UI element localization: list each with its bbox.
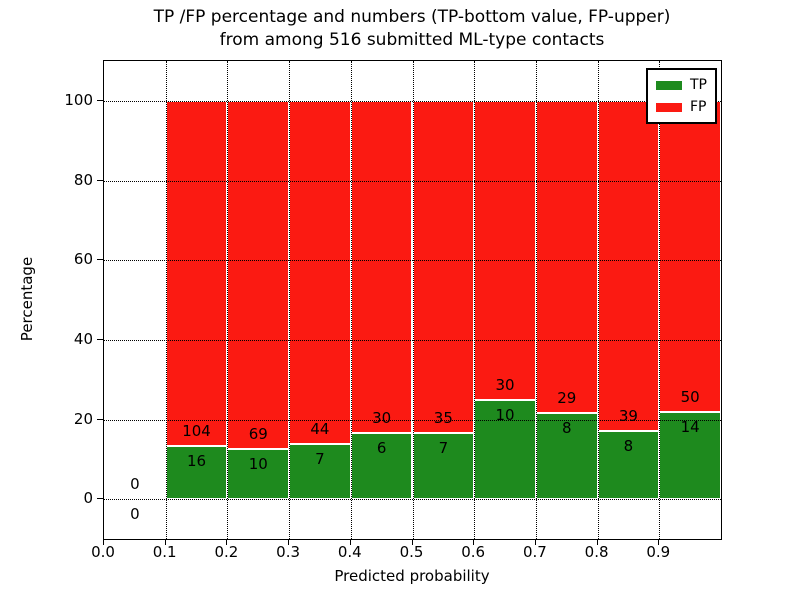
- v-gridline: [474, 61, 476, 539]
- v-gridline: [597, 61, 599, 539]
- x-tick-mark: [288, 539, 290, 545]
- y-tick-mark: [97, 259, 103, 261]
- bar-segment-fp: [227, 100, 290, 449]
- bar-segment-tp: [659, 412, 721, 500]
- fp-count-label: 29: [557, 389, 577, 408]
- x-tick-mark: [596, 539, 598, 545]
- bar-segment-tp: [165, 446, 228, 500]
- y-tick-mark: [97, 418, 103, 420]
- x-tick-label: 0.2: [214, 543, 239, 561]
- x-tick-label: 0.9: [646, 543, 671, 561]
- y-tick-mark: [97, 338, 103, 340]
- y-tick-label: 100: [64, 90, 93, 109]
- fp-count-label: 0: [130, 475, 140, 494]
- x-tick-mark: [349, 539, 351, 545]
- legend-row: TP: [648, 74, 715, 96]
- x-tick-label: 0.0: [91, 543, 115, 561]
- y-tick-mark: [97, 179, 103, 181]
- v-gridline: [165, 61, 167, 539]
- fp-count-label: 39: [618, 407, 638, 426]
- stacked-bar: [659, 100, 721, 500]
- fp-count-label: 50: [680, 388, 700, 407]
- stacked-bar: [474, 100, 536, 500]
- bar-segment-fp: [535, 100, 598, 414]
- stacked-bar: [165, 100, 228, 500]
- x-tick-mark: [473, 539, 475, 545]
- stacked-bar: [597, 100, 660, 500]
- bar-segment-fp: [659, 100, 721, 413]
- bar-segment-fp: [289, 100, 351, 445]
- v-gridline: [227, 61, 229, 539]
- x-tick-label: 0.7: [522, 543, 547, 561]
- chart-title: TP /FP percentage and numbers (TP-bottom…: [153, 7, 671, 27]
- x-tick-label: 0.6: [461, 543, 486, 561]
- tp-count-label: 14: [680, 418, 700, 437]
- legend-row: FP: [648, 96, 715, 118]
- y-tick-label: 20: [73, 409, 93, 428]
- tp-count-label: 6: [376, 438, 387, 457]
- v-gridline: [289, 61, 291, 539]
- y-tick-label: 80: [73, 170, 93, 189]
- legend: TP FP: [646, 68, 717, 124]
- stacked-bar: [535, 100, 598, 500]
- y-tick-mark: [97, 99, 103, 101]
- stacked-bar: [350, 100, 413, 500]
- bar-segment-fp: [165, 100, 228, 447]
- v-gridline: [535, 61, 537, 539]
- y-tick-label: 40: [73, 329, 93, 348]
- bar-segment-fp: [597, 100, 660, 432]
- tp-count-label: 7: [315, 450, 325, 469]
- plot-area: TP FP 0 0 104 16 69 10 44 7 30 6 35 7 30 10 29 8 39 8 50 14: [103, 60, 722, 540]
- x-tick-mark: [411, 539, 413, 545]
- v-gridline: [350, 61, 352, 539]
- tp-count-label: 7: [438, 438, 449, 457]
- chart-subtitle: from among 516 submitted ML-type contact…: [219, 30, 605, 50]
- tp-count-label: 16: [187, 452, 207, 471]
- tp-count-label: 8: [561, 419, 572, 438]
- bar-segment-fp: [412, 100, 475, 433]
- x-tick-mark: [103, 539, 104, 545]
- x-tick-label: 0.4: [337, 543, 362, 561]
- tp-count-label: 0: [130, 505, 140, 524]
- x-tick-label: 0.8: [584, 543, 609, 561]
- fp-count-label: 69: [248, 424, 268, 443]
- fp-count-label: 30: [372, 408, 392, 427]
- v-gridline: [412, 61, 414, 539]
- y-tick-label: 0: [83, 489, 93, 508]
- fp-count-label: 104: [182, 422, 211, 441]
- bar-segment-fp: [474, 100, 536, 400]
- fp-count-label: 35: [433, 408, 453, 427]
- bar-segment-fp: [350, 100, 413, 433]
- x-tick-mark: [164, 539, 166, 545]
- bar-segment-tp: [535, 413, 598, 500]
- fp-legend-swatch: [656, 102, 682, 112]
- tp-legend-swatch: [656, 80, 682, 90]
- y-tick-mark: [97, 498, 103, 500]
- tp-count-label: 10: [248, 454, 268, 473]
- x-tick-label: 0.5: [399, 543, 424, 561]
- x-tick-label: 0.1: [152, 543, 177, 561]
- y-axis-label: Percentage: [18, 256, 36, 342]
- y-tick-label: 60: [73, 250, 93, 269]
- tp-count-label: 8: [623, 437, 634, 456]
- tp-count-label: 10: [495, 405, 515, 424]
- bar-segment-tp: [227, 448, 290, 500]
- x-tick-mark: [226, 539, 228, 545]
- x-tick-mark: [534, 539, 536, 545]
- stacked-bar: [289, 100, 351, 500]
- legend-label: TP: [690, 77, 707, 93]
- fp-count-label: 30: [495, 375, 515, 394]
- x-axis-label: Predicted probability: [334, 567, 490, 585]
- fp-count-label: 44: [310, 420, 330, 439]
- x-tick-mark: [658, 539, 660, 545]
- legend-label: FP: [690, 99, 707, 115]
- bar-segment-tp: [474, 399, 536, 500]
- x-tick-label: 0.3: [276, 543, 301, 561]
- v-gridline: [659, 61, 661, 539]
